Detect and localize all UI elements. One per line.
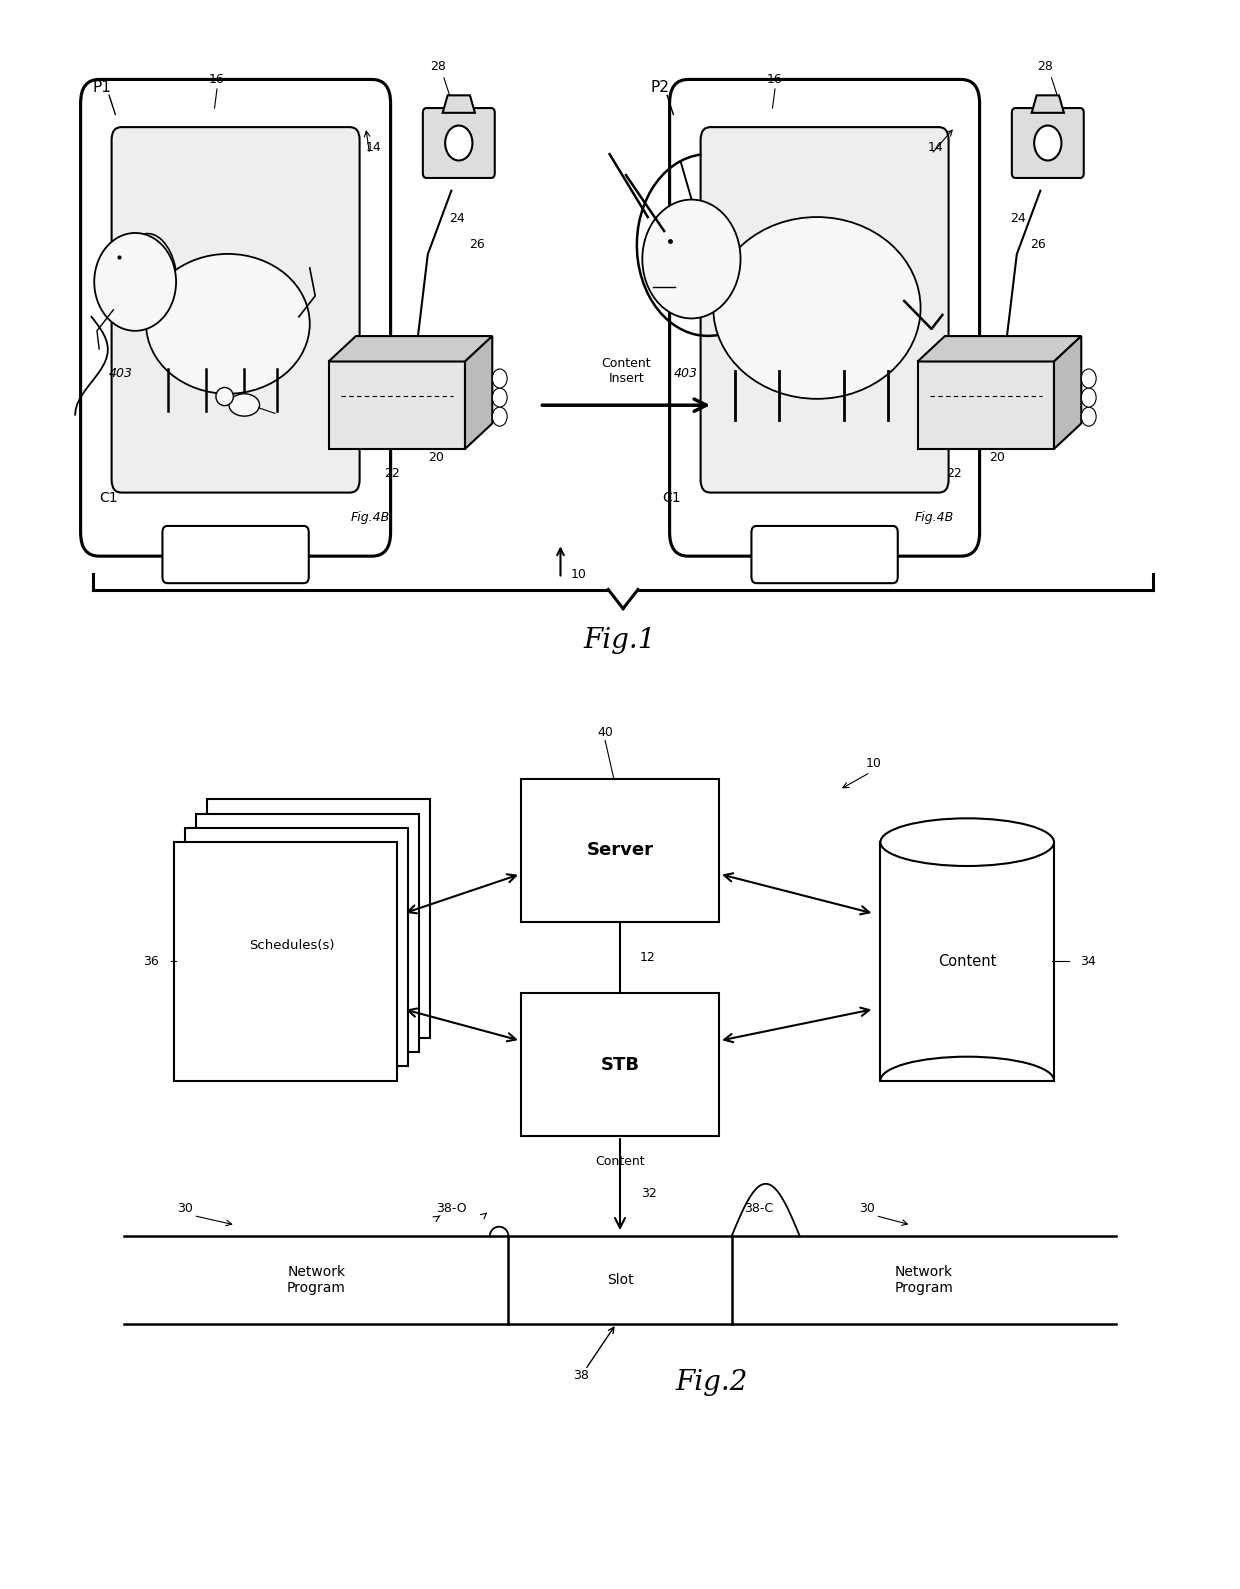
Text: P1: P1 bbox=[93, 79, 112, 95]
Polygon shape bbox=[918, 361, 1054, 448]
Text: 403: 403 bbox=[109, 367, 133, 380]
Circle shape bbox=[1081, 369, 1096, 388]
FancyBboxPatch shape bbox=[196, 814, 419, 1052]
FancyBboxPatch shape bbox=[162, 526, 309, 583]
Circle shape bbox=[1081, 407, 1096, 426]
Text: 16: 16 bbox=[768, 73, 782, 86]
Polygon shape bbox=[1032, 95, 1064, 113]
Text: 30: 30 bbox=[859, 1203, 875, 1216]
Text: Server: Server bbox=[587, 841, 653, 860]
Text: 32: 32 bbox=[641, 1187, 657, 1200]
Text: 14: 14 bbox=[366, 141, 382, 154]
Text: 40: 40 bbox=[598, 726, 613, 739]
Ellipse shape bbox=[229, 394, 259, 416]
Text: 36: 36 bbox=[144, 955, 159, 968]
Text: 38-C: 38-C bbox=[744, 1203, 773, 1216]
Ellipse shape bbox=[216, 388, 233, 405]
Text: C1: C1 bbox=[662, 491, 681, 505]
Text: 16: 16 bbox=[210, 73, 224, 86]
Text: Fig.4B: Fig.4B bbox=[915, 512, 955, 524]
Text: Fig.2: Fig.2 bbox=[676, 1370, 748, 1395]
Text: 22: 22 bbox=[946, 467, 962, 480]
Text: Fig.1: Fig.1 bbox=[584, 628, 656, 653]
Text: Network
Program: Network Program bbox=[286, 1265, 346, 1295]
Ellipse shape bbox=[146, 254, 310, 394]
FancyBboxPatch shape bbox=[880, 842, 1054, 1081]
FancyBboxPatch shape bbox=[701, 127, 949, 493]
Circle shape bbox=[1034, 126, 1061, 160]
Polygon shape bbox=[443, 95, 475, 113]
Text: Schedules(s): Schedules(s) bbox=[249, 939, 334, 952]
Ellipse shape bbox=[713, 218, 920, 399]
Ellipse shape bbox=[94, 234, 176, 331]
FancyBboxPatch shape bbox=[81, 79, 391, 556]
FancyBboxPatch shape bbox=[207, 799, 430, 1038]
Polygon shape bbox=[329, 361, 465, 448]
Text: 403: 403 bbox=[673, 367, 697, 380]
Text: 10: 10 bbox=[570, 569, 587, 582]
Text: 20: 20 bbox=[990, 451, 1006, 464]
Text: 10: 10 bbox=[866, 758, 882, 771]
Circle shape bbox=[445, 126, 472, 160]
Text: STB: STB bbox=[600, 1055, 640, 1074]
Polygon shape bbox=[1054, 335, 1081, 448]
Text: 38-O: 38-O bbox=[436, 1203, 467, 1216]
Text: P2: P2 bbox=[651, 79, 670, 95]
Text: Content: Content bbox=[595, 1155, 645, 1168]
FancyBboxPatch shape bbox=[751, 526, 898, 583]
Circle shape bbox=[492, 369, 507, 388]
Text: 12: 12 bbox=[640, 950, 656, 965]
Text: Content
Insert: Content Insert bbox=[601, 356, 651, 385]
Ellipse shape bbox=[642, 200, 740, 318]
Text: Fig.4B: Fig.4B bbox=[351, 512, 391, 524]
Circle shape bbox=[1081, 388, 1096, 407]
Circle shape bbox=[492, 388, 507, 407]
Text: 22: 22 bbox=[384, 467, 401, 480]
Polygon shape bbox=[918, 335, 1081, 361]
Text: 18: 18 bbox=[928, 367, 944, 380]
FancyBboxPatch shape bbox=[521, 779, 719, 922]
FancyBboxPatch shape bbox=[174, 842, 397, 1081]
Text: 14: 14 bbox=[928, 141, 944, 154]
Polygon shape bbox=[329, 335, 492, 361]
FancyBboxPatch shape bbox=[670, 79, 980, 556]
Text: 12: 12 bbox=[461, 415, 477, 427]
Text: 30: 30 bbox=[177, 1203, 193, 1216]
FancyBboxPatch shape bbox=[185, 828, 408, 1066]
Circle shape bbox=[492, 407, 507, 426]
Text: 38: 38 bbox=[573, 1370, 589, 1382]
FancyBboxPatch shape bbox=[112, 127, 360, 493]
FancyBboxPatch shape bbox=[423, 108, 495, 178]
Text: 28: 28 bbox=[430, 60, 445, 73]
Text: C1: C1 bbox=[99, 491, 118, 505]
Text: 34: 34 bbox=[1080, 955, 1095, 968]
Ellipse shape bbox=[880, 818, 1054, 866]
FancyBboxPatch shape bbox=[521, 993, 719, 1136]
Text: 20: 20 bbox=[428, 451, 444, 464]
FancyBboxPatch shape bbox=[1012, 108, 1084, 178]
Text: 24: 24 bbox=[1011, 213, 1027, 226]
Text: Content: Content bbox=[937, 953, 997, 969]
Text: 26: 26 bbox=[469, 238, 485, 251]
Polygon shape bbox=[465, 335, 492, 448]
Text: 28: 28 bbox=[1038, 60, 1053, 73]
Text: 26: 26 bbox=[1030, 238, 1047, 251]
Text: Network
Program: Network Program bbox=[894, 1265, 954, 1295]
Text: 18: 18 bbox=[367, 367, 383, 380]
Text: 12: 12 bbox=[1024, 415, 1040, 427]
Ellipse shape bbox=[126, 234, 177, 316]
Text: 24: 24 bbox=[449, 213, 465, 226]
Text: Slot: Slot bbox=[606, 1273, 634, 1287]
